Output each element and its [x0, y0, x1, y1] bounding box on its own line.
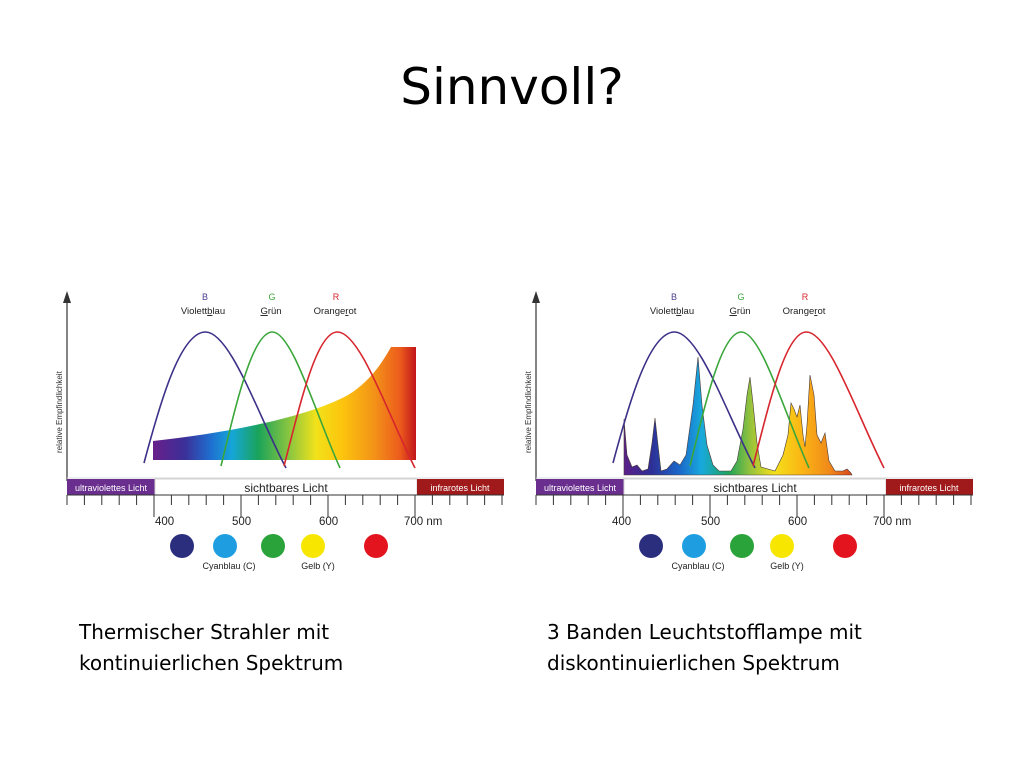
y-axis-label-right: relative Empfindlichkeit	[524, 370, 533, 453]
curve-name-g-right: Grün	[729, 306, 750, 317]
caption-left-line-1: Thermischer Strahler mit	[79, 620, 330, 644]
tick-label-500-right: 500	[701, 516, 720, 528]
curve-name-r-right: Orangerot	[783, 306, 826, 317]
green-sensitivity-curve-right	[689, 331, 810, 469]
ir-band-label-right: infrarotes Licht	[899, 483, 959, 493]
dot-green-right	[730, 534, 754, 558]
discontinuous-spectrum-diagram: relative Empfindlichkeit B Violettblau G…	[517, 285, 977, 585]
curve-name-r: Orangerot	[314, 306, 357, 317]
ir-band-right	[886, 479, 973, 495]
dot-yellow-right	[770, 534, 794, 558]
dot-yellow	[301, 534, 325, 558]
red-sensitivity-curve	[283, 331, 416, 469]
slide-title: Sinnvoll?	[400, 58, 624, 116]
uv-band	[67, 479, 155, 495]
discontinuous-spectrum-svg: relative Empfindlichkeit B Violettblau G…	[524, 291, 973, 571]
dot-green	[261, 534, 285, 558]
dot-label-cyan: Cyanblau (C)	[202, 561, 255, 571]
wavelength-axis-ticks-right	[535, 495, 972, 517]
curve-name-b-right: Violettblau	[650, 306, 694, 317]
curve-name-b: Violettblau	[181, 306, 225, 317]
curve-name-g: Grün	[260, 306, 281, 317]
y-axis-label: relative Empfindlichkeit	[55, 370, 64, 453]
caption-thermal-radiator: Thermischer Strahler mit kontinuierliche…	[79, 617, 343, 679]
dot-label-cyan-right: Cyanblau (C)	[671, 561, 724, 571]
uv-band-label: ultraviolettes Licht	[75, 483, 148, 493]
caption-left-line-2: kontinuierlichen Spektrum	[79, 651, 344, 675]
curve-letter-g-right: G	[737, 292, 744, 302]
continuous-spectrum-svg: relative Empfindlichkeit B Violettblau G…	[55, 291, 504, 571]
curve-letter-r: R	[333, 292, 340, 302]
tick-label-400-right: 400	[612, 516, 631, 528]
tick-label-600-right: 600	[788, 516, 807, 528]
ir-band-label: infrarotes Licht	[430, 483, 490, 493]
uv-band-label-right: ultraviolettes Licht	[544, 483, 617, 493]
tick-label-700-right: 700 nm	[873, 516, 911, 528]
caption-right-line-1: 3 Banden Leuchtstofflampe mit	[547, 620, 862, 644]
continuous-spectrum-area	[153, 347, 416, 460]
caption-right-line-2: diskontinuierlichen Spektrum	[547, 651, 840, 675]
dot-label-yellow: Gelb (Y)	[301, 561, 335, 571]
uv-band-right	[536, 479, 624, 495]
caption-fluorescent-lamp: 3 Banden Leuchtstofflampe mit diskontinu…	[547, 617, 862, 679]
dot-cyan-right	[682, 534, 706, 558]
curve-letter-b: B	[202, 292, 208, 302]
tick-label-700: 700 nm	[404, 516, 442, 528]
green-sensitivity-curve	[220, 331, 341, 469]
dot-red-right	[833, 534, 857, 558]
curve-letter-r-right: R	[802, 292, 809, 302]
tick-label-600: 600	[319, 516, 338, 528]
visible-band-label: sichtbares Licht	[244, 481, 328, 495]
blue-sensitivity-curve	[143, 331, 287, 469]
dot-red	[364, 534, 388, 558]
dot-label-yellow-right: Gelb (Y)	[770, 561, 804, 571]
dot-cyan	[213, 534, 237, 558]
dot-violet-blue	[170, 534, 194, 558]
ir-band	[417, 479, 504, 495]
line-spectrum-area	[623, 356, 853, 476]
red-sensitivity-curve-right	[752, 331, 885, 469]
continuous-spectrum-diagram: relative Empfindlichkeit B Violettblau G…	[48, 285, 508, 585]
wavelength-axis-ticks	[66, 495, 503, 517]
tick-label-400: 400	[155, 516, 174, 528]
visible-band-label-right: sichtbares Licht	[713, 481, 797, 495]
curve-letter-g: G	[268, 292, 275, 302]
curve-letter-b-right: B	[671, 292, 677, 302]
tick-label-500: 500	[232, 516, 251, 528]
blue-sensitivity-curve-right	[612, 331, 756, 469]
dot-violet-blue-right	[639, 534, 663, 558]
